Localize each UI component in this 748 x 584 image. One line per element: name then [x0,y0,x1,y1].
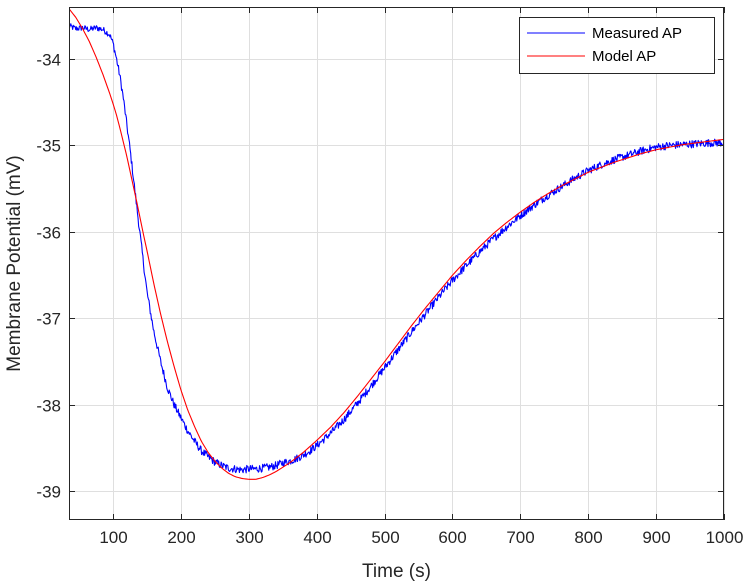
x-tick-label: 1000 [706,528,744,547]
legend-entry-measured-ap: Measured AP [592,25,682,42]
x-tick-label: 300 [235,528,263,547]
y-tick-label: -37 [36,310,61,329]
y-tick-label: -38 [36,397,61,416]
x-tick-label: 500 [371,528,399,547]
x-tick-label: 100 [99,528,127,547]
x-tick-label: 400 [303,528,331,547]
y-axis-label: Membrane Potential (mV) [4,155,25,371]
plot-frame [69,7,724,520]
y-axis: -39 -38 -37 -36 -35 -34 [36,51,724,502]
y-tick-label: -35 [36,137,61,156]
legend[interactable]: Measured AP Model AP [519,17,715,74]
x-tick-label: 600 [438,528,466,547]
x-tick-label: 700 [506,528,534,547]
x-tick-label: 200 [167,528,195,547]
series-layer [69,8,724,480]
grid-lines [69,7,725,520]
plot-area [69,7,724,520]
y-tick-label: -39 [36,483,61,502]
x-axis-label: Time (s) [362,561,431,582]
series-line-measured-ap [69,23,724,474]
x-tick-label: 900 [642,528,670,547]
y-tick-label: -36 [36,224,61,243]
x-axis: 100 200 300 400 500 600 700 800 900 1000 [99,7,743,547]
legend-box [519,17,715,74]
series-line-model-ap [69,8,724,480]
legend-entry-model-ap: Model AP [592,48,656,65]
y-tick-label: -34 [36,51,61,70]
x-tick-label: 800 [574,528,602,547]
